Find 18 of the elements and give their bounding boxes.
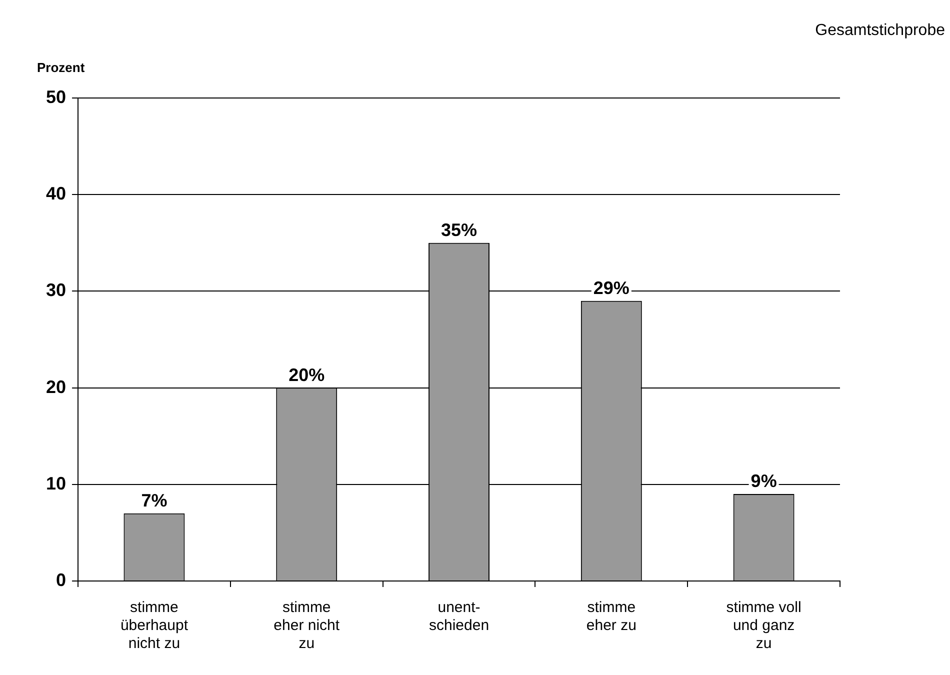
x-tick-label: stimme überhaupt nicht zu [120, 599, 189, 652]
y-tick-label: 20 [46, 376, 66, 397]
data-label: 9% [750, 471, 777, 492]
y-tick-label: 30 [46, 280, 66, 300]
data-label: 35% [440, 220, 478, 240]
data-label: 7% [141, 490, 168, 510]
text: Gesamtstichprobe [815, 22, 946, 39]
y-tick-label: 10 [46, 473, 66, 494]
data-label: 29% [593, 278, 630, 298]
y-tick-label: 50 [46, 86, 66, 107]
data-label: 20% [288, 364, 325, 385]
y-axis-title: Prozent [37, 60, 86, 75]
y-tick-label: 40 [46, 184, 66, 204]
y-tick-label: 0 [56, 570, 66, 590]
x-tick-label: stimme eher zu [586, 599, 636, 634]
x-tick-label: unent- schieden [428, 599, 490, 634]
x-tick-label: stimme voll und ganz zu [726, 599, 802, 652]
x-tick-label: stimme eher nicht zu [274, 599, 340, 652]
